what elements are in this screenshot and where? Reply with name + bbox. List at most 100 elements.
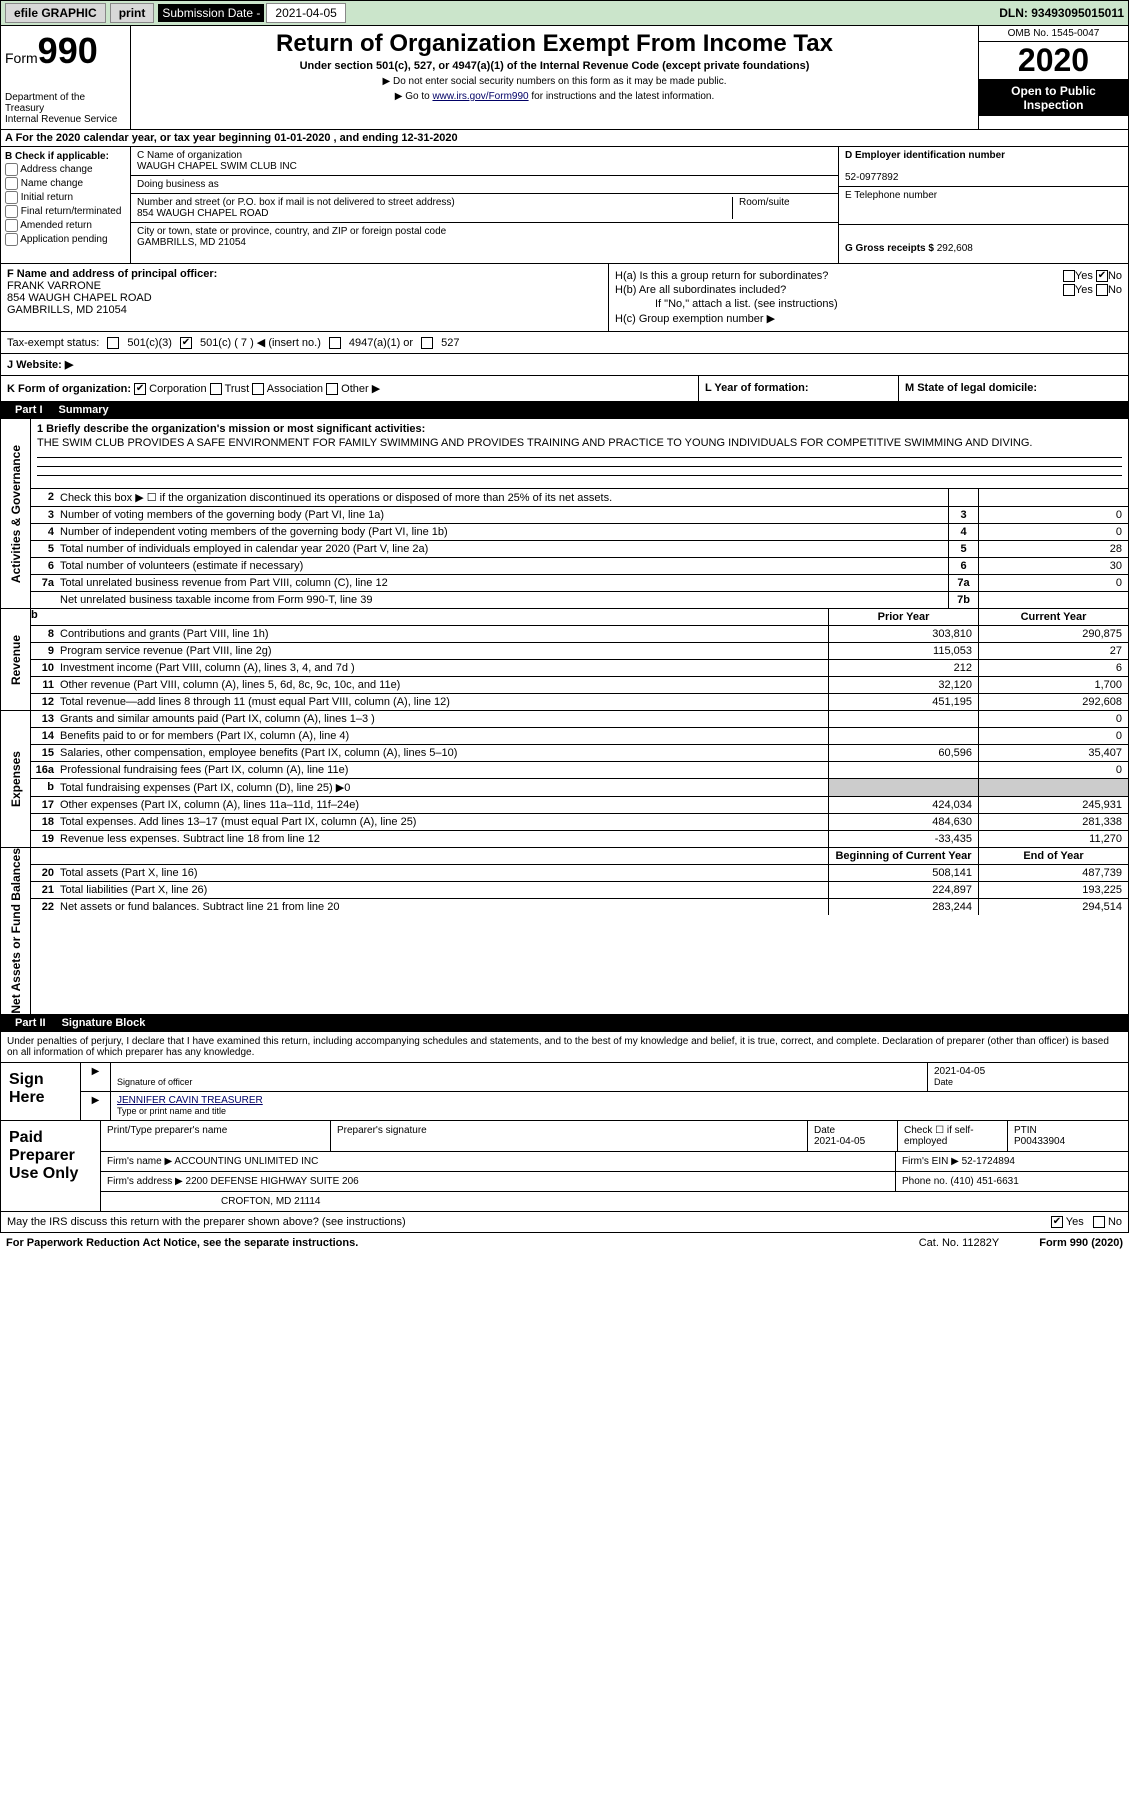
officer-address: 854 WAUGH CHAPEL ROAD GAMBRILLS, MD 2105… xyxy=(7,292,152,316)
part2-label: Part II xyxy=(9,1017,52,1029)
side-revenue: Revenue xyxy=(9,635,23,685)
chk-4947[interactable] xyxy=(329,337,341,349)
current-year-hdr: Current Year xyxy=(978,609,1128,625)
city-label: City or town, state or province, country… xyxy=(137,226,446,237)
ein-value: 52-0977892 xyxy=(845,172,898,183)
lbl-4947: 4947(a)(1) or xyxy=(349,337,413,349)
paperwork-footer: For Paperwork Reduction Act Notice, see … xyxy=(0,1233,1129,1253)
chk-final[interactable]: Final return/terminated xyxy=(5,205,126,218)
dba-label: Doing business as xyxy=(137,179,219,190)
form-title: Return of Organization Exempt From Incom… xyxy=(135,30,974,58)
governance-table: Activities & Governance 1 Briefly descri… xyxy=(0,419,1129,609)
hb-no[interactable] xyxy=(1096,284,1108,296)
chk-501c3[interactable] xyxy=(107,337,119,349)
form-word: Form xyxy=(5,50,38,66)
lbl-corp: Corporation xyxy=(149,383,206,395)
hb-yes[interactable] xyxy=(1063,284,1075,296)
chk-501c[interactable]: ✔ xyxy=(180,337,192,349)
part1-title: Summary xyxy=(59,404,109,416)
note-pre: ▶ Go to xyxy=(395,91,433,102)
table-row: 5Total number of individuals employed in… xyxy=(31,541,1128,558)
dept-label: Department of the Treasury Internal Reve… xyxy=(5,92,126,125)
sign-here-label: Sign Here xyxy=(1,1063,81,1120)
d-ein-label: D Employer identification number xyxy=(845,150,1005,161)
table-row: 9Program service revenue (Part VIII, lin… xyxy=(31,643,1128,660)
table-row: 12Total revenue—add lines 8 through 11 (… xyxy=(31,694,1128,710)
ha-yes[interactable] xyxy=(1063,270,1075,282)
lbl-501c: 501(c) ( 7 ) ◀ (insert no.) xyxy=(200,336,321,349)
chk-527[interactable] xyxy=(421,337,433,349)
chk-assoc[interactable] xyxy=(252,383,264,395)
discuss-no[interactable] xyxy=(1093,1216,1105,1228)
chk-name[interactable]: Name change xyxy=(5,177,126,190)
lbl-other: Other ▶ xyxy=(341,383,380,395)
ha-no[interactable]: ✔ xyxy=(1096,270,1108,282)
chk-corp[interactable]: ✔ xyxy=(134,383,146,395)
row-a-period: A For the 2020 calendar year, or tax yea… xyxy=(0,130,1129,147)
firm-addr2: CROFTON, MD 21114 xyxy=(101,1192,1128,1211)
form-header: Form990 Department of the Treasury Inter… xyxy=(0,26,1129,130)
discuss-yes[interactable]: ✔ xyxy=(1051,1216,1063,1228)
table-row: 21Total liabilities (Part X, line 26)224… xyxy=(31,882,1128,899)
table-row: 3Number of voting members of the governi… xyxy=(31,507,1128,524)
form-foot: Form 990 (2020) xyxy=(1039,1237,1123,1249)
table-row: 7aTotal unrelated business revenue from … xyxy=(31,575,1128,592)
paid-preparer-label: Paid Preparer Use Only xyxy=(1,1121,101,1211)
org-name: WAUGH CHAPEL SWIM CLUB INC xyxy=(137,161,297,172)
type-print-label: Type or print name and title xyxy=(117,1106,226,1116)
chk-trust[interactable] xyxy=(210,383,222,395)
print-button[interactable]: print xyxy=(110,3,155,23)
arrow-icon: ▶ xyxy=(81,1092,111,1120)
form-number: 990 xyxy=(38,30,98,71)
paperwork-notice: For Paperwork Reduction Act Notice, see … xyxy=(6,1237,358,1249)
firm-addr: 2200 DEFENSE HIGHWAY SUITE 206 xyxy=(186,1176,359,1187)
lbl-assoc: Association xyxy=(267,383,323,395)
firm-addr-label: Firm's address ▶ xyxy=(107,1176,183,1187)
phone-val: (410) 451-6631 xyxy=(950,1176,1018,1187)
omb-number: OMB No. 1545-0047 xyxy=(979,26,1128,42)
prep-date-val: 2021-04-05 xyxy=(814,1136,865,1147)
prep-sig-hdr: Preparer's signature xyxy=(331,1121,808,1151)
side-expenses: Expenses xyxy=(9,751,23,807)
chk-amended[interactable]: Amended return xyxy=(5,219,126,232)
city-state-zip: GAMBRILLS, MD 21054 xyxy=(137,237,246,248)
table-row: 20Total assets (Part X, line 16)508,1414… xyxy=(31,865,1128,882)
chk-other[interactable] xyxy=(326,383,338,395)
lbl-no: No xyxy=(1108,1216,1122,1228)
table-row: bTotal fundraising expenses (Part IX, co… xyxy=(31,779,1128,797)
efile-button[interactable]: efile GRAPHIC xyxy=(5,3,106,23)
public-inspection: Open to Public Inspection xyxy=(979,80,1128,116)
hb-note: If "No," attach a list. (see instruction… xyxy=(615,298,1122,310)
table-row: 8Contributions and grants (Part VIII, li… xyxy=(31,626,1128,643)
discuss-question: May the IRS discuss this return with the… xyxy=(7,1216,406,1228)
netassets-table: Net Assets or Fund Balances Beginning of… xyxy=(0,848,1129,1015)
firm-name: ACCOUNTING UNLIMITED INC xyxy=(174,1156,318,1167)
officer-name-sig: JENNIFER CAVIN TREASURER xyxy=(117,1095,263,1106)
irs-link[interactable]: www.irs.gov/Form990 xyxy=(432,91,528,102)
end-year-hdr: End of Year xyxy=(978,848,1128,864)
sig-officer-label: Signature of officer xyxy=(117,1077,192,1087)
lbl-501c3: 501(c)(3) xyxy=(127,337,172,349)
perjury-text: Under penalties of perjury, I declare th… xyxy=(1,1032,1128,1062)
prep-date-hdr: Date xyxy=(814,1125,835,1136)
b-title: B Check if applicable: xyxy=(5,151,109,162)
table-row: 4Number of independent voting members of… xyxy=(31,524,1128,541)
part1-label: Part I xyxy=(9,404,49,416)
chk-address[interactable]: Address change xyxy=(5,163,126,176)
part2-title: Signature Block xyxy=(62,1017,146,1029)
chk-pending[interactable]: Application pending xyxy=(5,233,126,246)
mission-text: THE SWIM CLUB PROVIDES A SAFE ENVIRONMEN… xyxy=(37,437,1122,449)
table-row: 10Investment income (Part VIII, column (… xyxy=(31,660,1128,677)
prior-year-hdr: Prior Year xyxy=(828,609,978,625)
chk-initial[interactable]: Initial return xyxy=(5,191,126,204)
table-row: 17Other expenses (Part IX, column (A), l… xyxy=(31,797,1128,814)
hb-label: H(b) Are all subordinates included? xyxy=(615,284,786,296)
sig-date-val: 2021-04-05 xyxy=(934,1066,985,1077)
block-b-through-g: B Check if applicable: Address change Na… xyxy=(0,147,1129,264)
table-row: 14Benefits paid to or for members (Part … xyxy=(31,728,1128,745)
table-row: 11Other revenue (Part VIII, column (A), … xyxy=(31,677,1128,694)
submission-date: 2021-04-05 xyxy=(266,3,345,23)
submission-label: Submission Date - xyxy=(158,4,264,22)
table-row: 15Salaries, other compensation, employee… xyxy=(31,745,1128,762)
part1-header: Part I Summary xyxy=(0,402,1129,419)
